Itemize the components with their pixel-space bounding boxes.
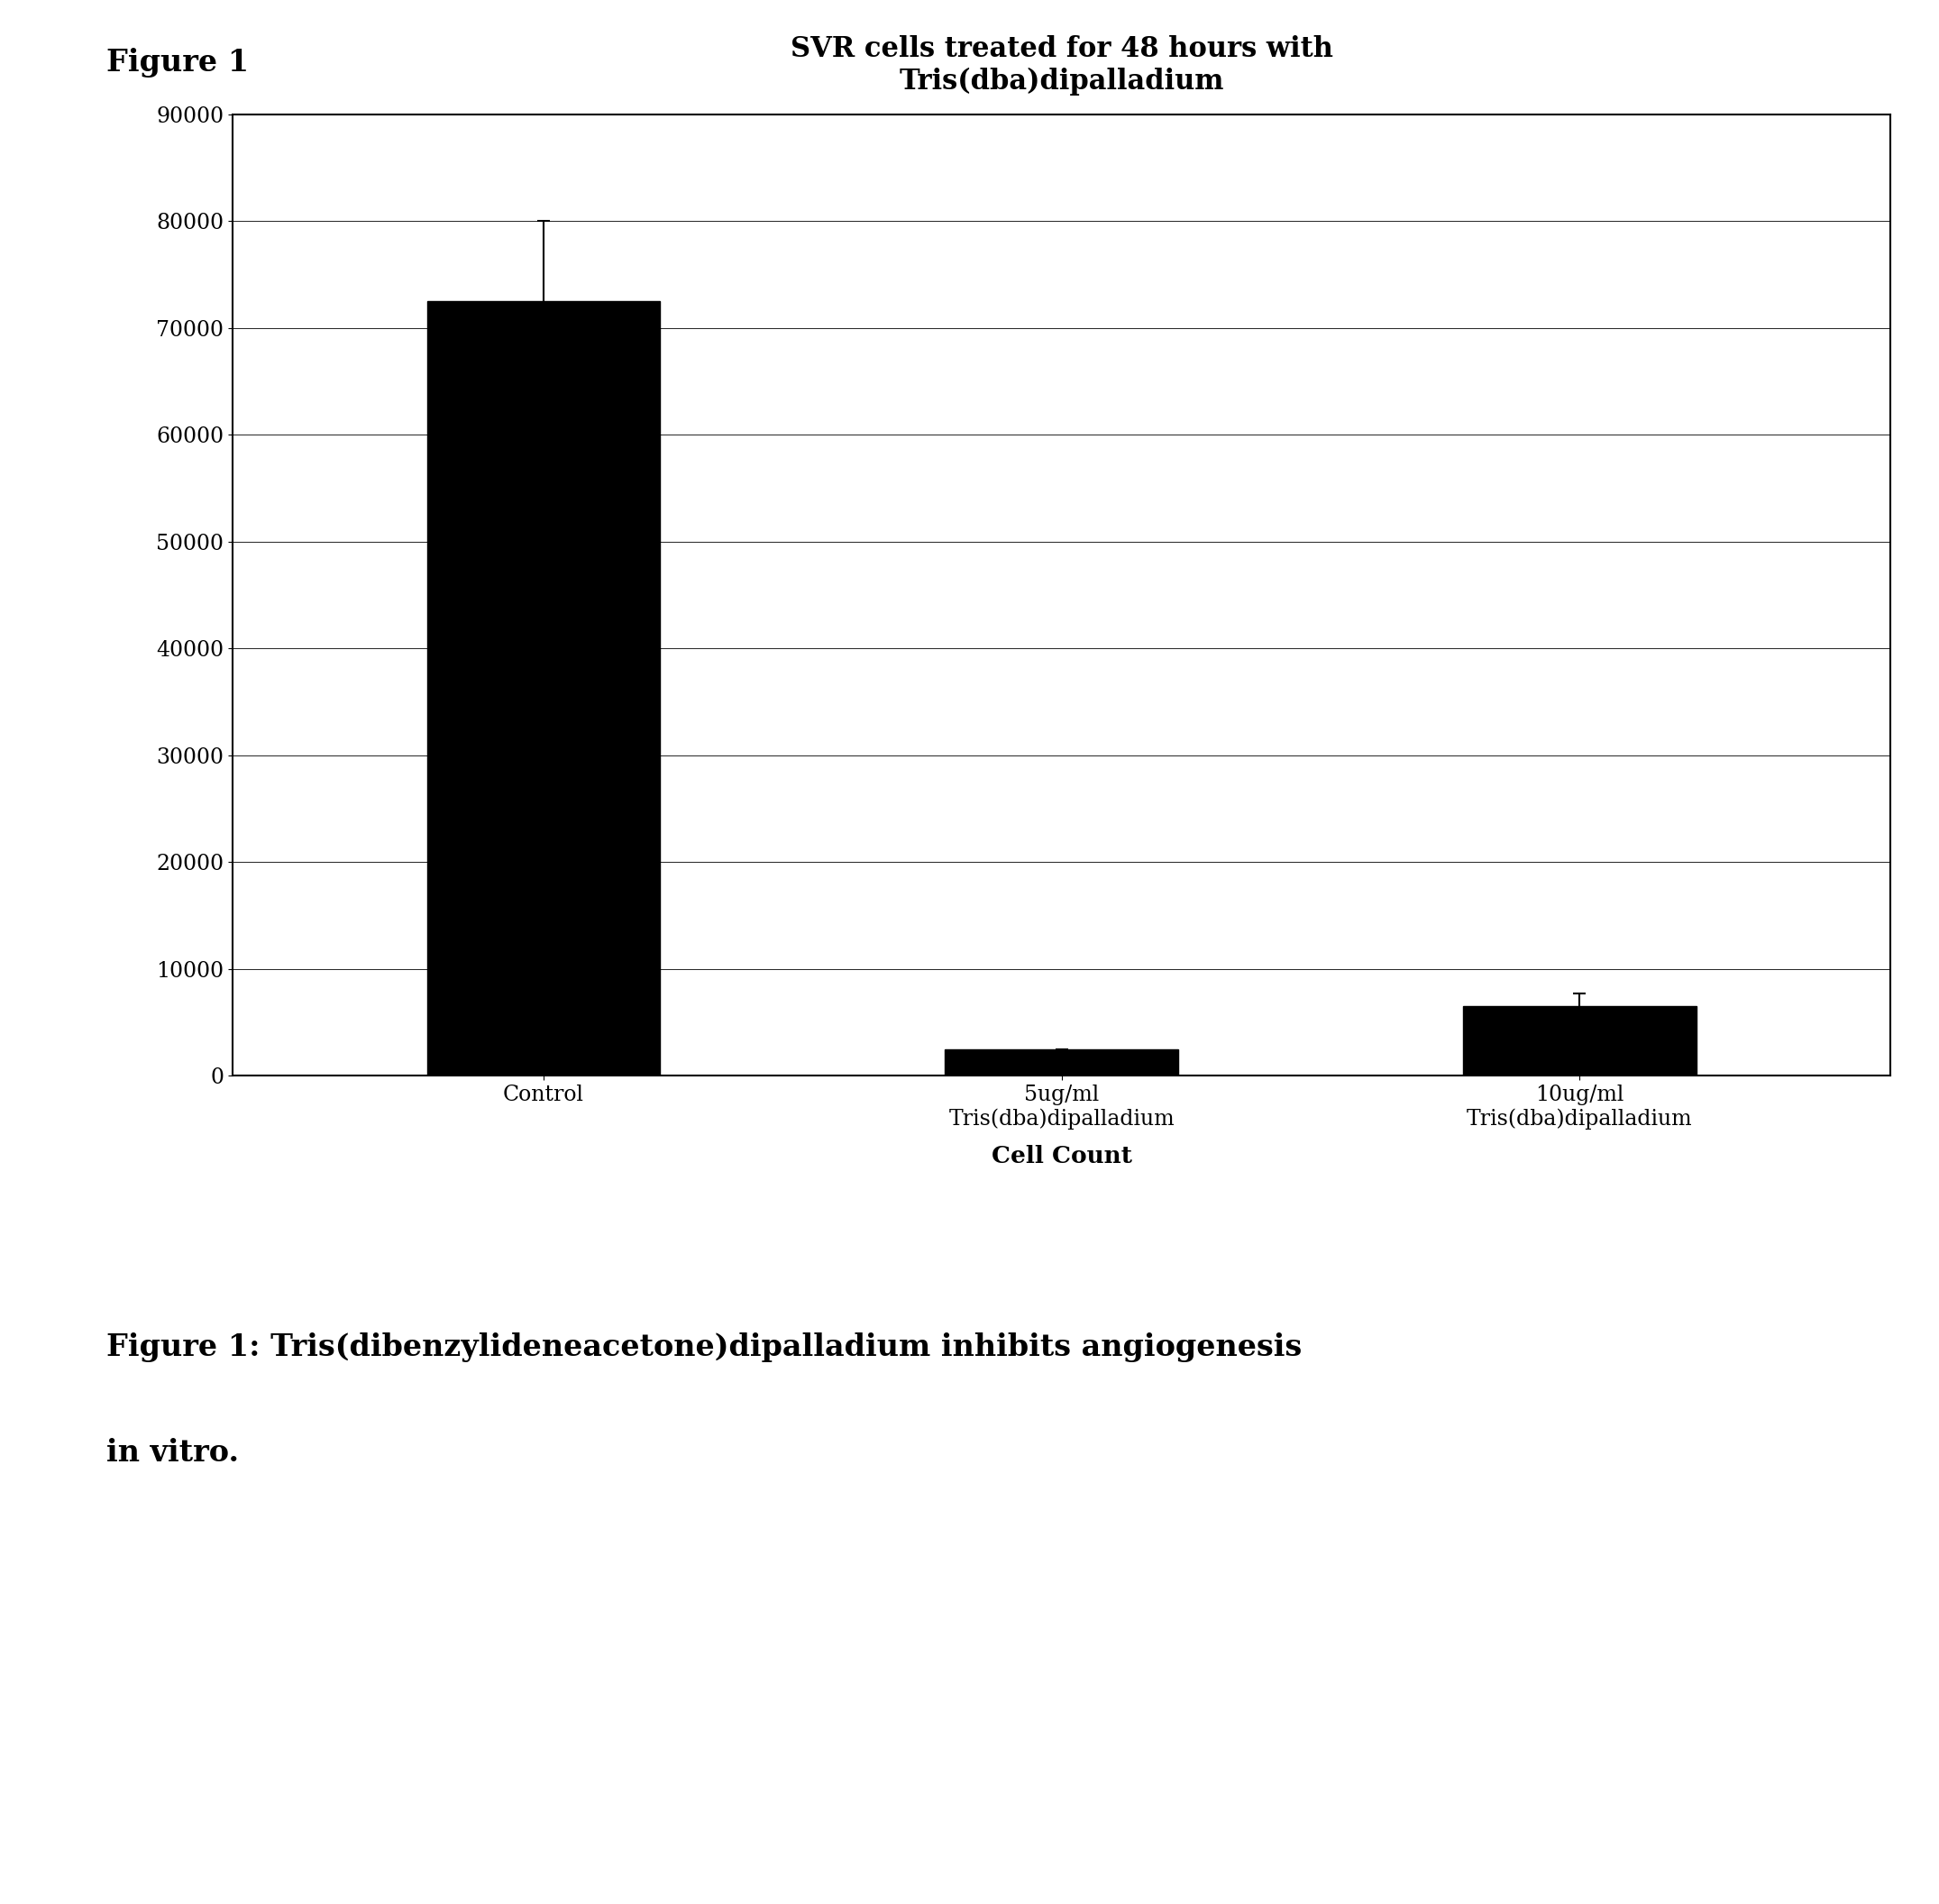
Bar [427, 301, 659, 1076]
Text: Figure 1: Tris(dibenzylideneacetone)dipalladium inhibits angiogenesis: Figure 1: Tris(dibenzylideneacetone)dipa… [107, 1333, 1303, 1363]
X-axis label: Cell Count: Cell Count [991, 1144, 1132, 1167]
Title: SVR cells treated for 48 hours with
Tris(dba)dipalladium: SVR cells treated for 48 hours with Tris… [791, 34, 1332, 95]
Text: in vitro.: in vitro. [107, 1438, 238, 1468]
Bar [1464, 1007, 1697, 1076]
Text: Figure 1: Figure 1 [107, 48, 250, 78]
Bar [944, 1049, 1179, 1076]
